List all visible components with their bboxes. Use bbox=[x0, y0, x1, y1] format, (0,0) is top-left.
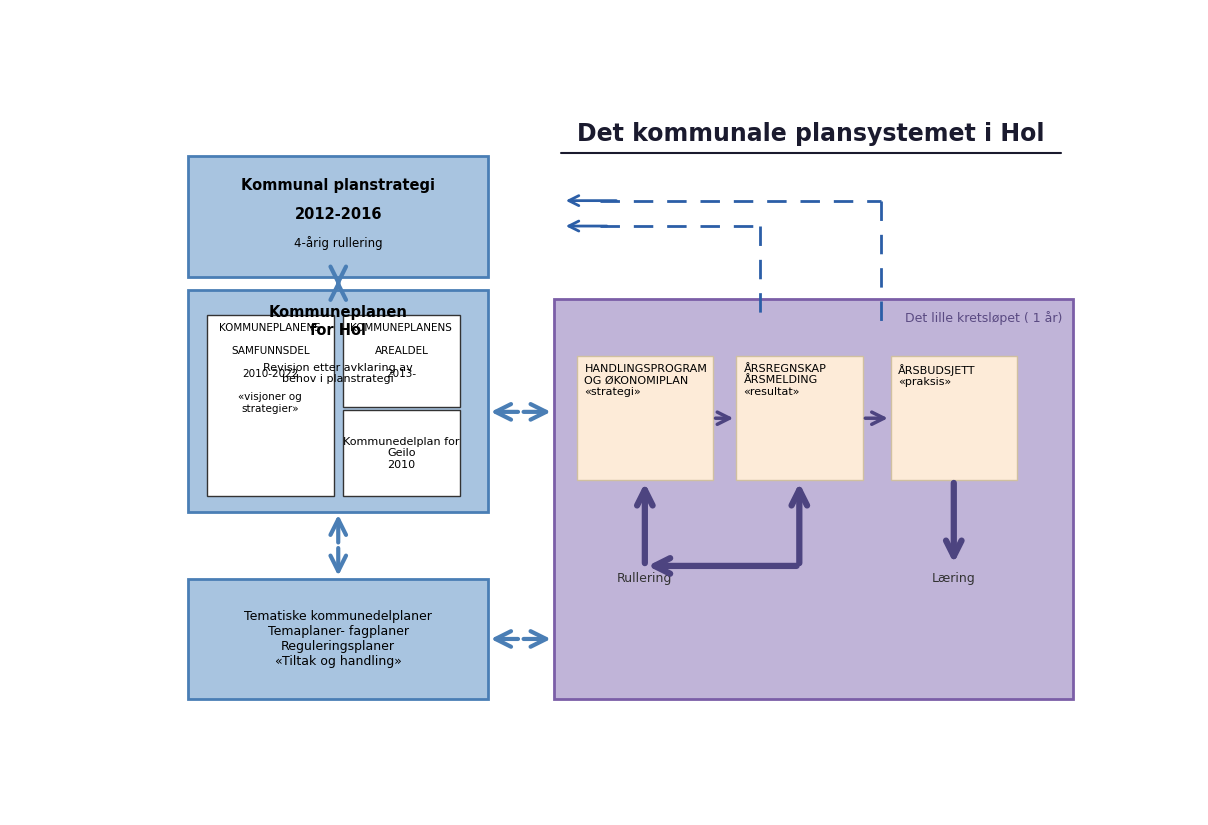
Text: Rullering: Rullering bbox=[617, 573, 673, 585]
Text: Læring: Læring bbox=[931, 573, 976, 585]
FancyBboxPatch shape bbox=[208, 315, 333, 496]
FancyBboxPatch shape bbox=[553, 299, 1073, 700]
FancyBboxPatch shape bbox=[188, 156, 488, 277]
FancyBboxPatch shape bbox=[736, 356, 863, 480]
Text: Kommuneplanen
for Hol: Kommuneplanen for Hol bbox=[269, 305, 407, 338]
FancyBboxPatch shape bbox=[343, 410, 460, 496]
Text: Det kommunale plansystemet i Hol: Det kommunale plansystemet i Hol bbox=[577, 122, 1045, 146]
Text: KOMMUNEPLANENS

AREALDEL

2013-: KOMMUNEPLANENS AREALDEL 2013- bbox=[350, 323, 452, 379]
FancyBboxPatch shape bbox=[188, 578, 488, 700]
Text: Tematiske kommunedelplaner
Temaplaner- fagplaner
Reguleringsplaner
«Tiltak og ha: Tematiske kommunedelplaner Temaplaner- f… bbox=[244, 610, 432, 668]
Text: Det lille kretsløpet ( 1 år): Det lille kretsløpet ( 1 år) bbox=[905, 310, 1062, 324]
Text: ÅRSBUDSJETT
«praksis»: ÅRSBUDSJETT «praksis» bbox=[898, 364, 976, 388]
Text: 4-årig rullering: 4-årig rullering bbox=[294, 236, 383, 249]
Text: KOMMUNEPLANENS

SAMFUNNSDEL

2010-2022

«visjoner og
strategier»: KOMMUNEPLANENS SAMFUNNSDEL 2010-2022 «vi… bbox=[220, 323, 321, 414]
Text: ÅRSREGNSKAP
ÅRSMELDING
«resultat»: ÅRSREGNSKAP ÅRSMELDING «resultat» bbox=[744, 364, 826, 397]
Text: Kommunal planstrategi: Kommunal planstrategi bbox=[242, 178, 435, 193]
Text: Kommunedelplan for
Geilo
2010: Kommunedelplan for Geilo 2010 bbox=[343, 436, 460, 469]
FancyBboxPatch shape bbox=[188, 290, 488, 512]
FancyBboxPatch shape bbox=[343, 315, 460, 407]
Text: Revisjon etter avklaring av
behov i planstrategi: Revisjon etter avklaring av behov i plan… bbox=[263, 363, 413, 384]
FancyBboxPatch shape bbox=[890, 356, 1017, 480]
Text: HANDLINGSPROGRAM
OG ØKONOMIPLAN
«strategi»: HANDLINGSPROGRAM OG ØKONOMIPLAN «strateg… bbox=[585, 364, 708, 397]
FancyBboxPatch shape bbox=[577, 356, 713, 480]
Text: 2012-2016: 2012-2016 bbox=[295, 207, 382, 222]
